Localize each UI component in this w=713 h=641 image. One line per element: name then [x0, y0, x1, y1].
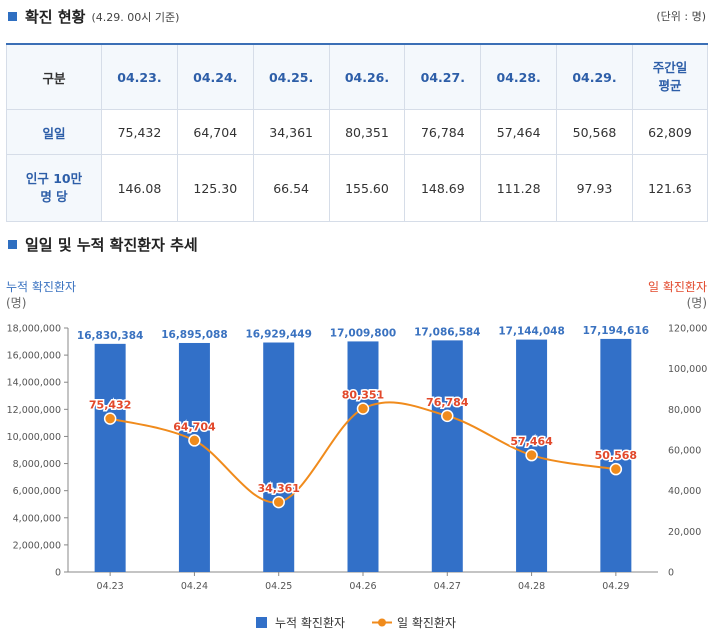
line-data-label: 75,432 [89, 399, 131, 412]
x-tick-label: 04.26 [349, 581, 376, 592]
line-point [188, 434, 201, 447]
table-cell: 121.63 [631, 154, 709, 222]
line-data-label: 57,464 [510, 435, 553, 448]
table-cell: 66.54 [252, 154, 330, 222]
table-header-cell: 04.23. [101, 43, 178, 110]
table-cell: 57,464 [480, 109, 558, 155]
square-bullet-icon [8, 240, 17, 249]
bar-data-label: 16,830,384 [77, 330, 143, 342]
line-data-label: 76,784 [426, 396, 469, 409]
line-data-label: 64,704 [173, 420, 216, 433]
left-tick-label: 8,000,000 [13, 459, 61, 470]
trend-chart: 누적 확진환자 (명) 일 확진환자 (명) 0 2,000,000 4,000,000 6,… [6, 280, 707, 630]
right-tick-label: 60,000 [668, 446, 701, 457]
row-label: 일일 [5, 109, 103, 155]
table-header-cell: 04.24. [176, 43, 254, 110]
left-tick-label: 16,000,000 [7, 351, 61, 362]
status-table: 구분 04.23. 04.24. 04.25. 04.26. 04.27. 04… [5, 43, 709, 222]
x-tick-label: 04.29 [602, 581, 629, 592]
bar-data-label: 16,895,088 [161, 329, 227, 341]
right-tick-label: 120,000 [668, 324, 707, 335]
section-trend-header: 일일 및 누적 확진환자 추세 [8, 234, 198, 255]
left-axis-unit: (명) [6, 296, 26, 310]
bar-data-label: 17,144,048 [498, 326, 564, 338]
table-header-cell: 04.29. [556, 43, 633, 110]
bar [347, 341, 379, 572]
x-tick-label: 04.25 [265, 581, 292, 592]
left-tick-label: 0 [55, 568, 61, 579]
unit-label: (단위 : 명) [656, 10, 706, 23]
table-cell: 111.28 [480, 154, 558, 222]
right-axis-title: 일 확진환자 [648, 280, 707, 294]
x-tick-label: 04.23 [97, 581, 124, 592]
line-point [441, 409, 454, 423]
table-row: 일일 75,432 64,704 34,361 80,351 76,784 57… [5, 109, 709, 155]
section-status-subtitle: (4.29. 00시 기준) [91, 10, 180, 24]
line-point [356, 402, 370, 415]
table-cell: 155.60 [328, 154, 406, 222]
table-header-row: 구분 04.23. 04.24. 04.25. 04.26. 04.27. 04… [5, 43, 709, 110]
line-data-label: 80,351 [342, 389, 384, 402]
table-cell: 125.30 [176, 154, 254, 222]
table-cell: 146.08 [101, 154, 178, 222]
table-cell: 50,568 [556, 109, 633, 155]
bar [431, 340, 463, 572]
right-tick-label: 80,000 [668, 405, 701, 416]
line-point [525, 448, 538, 462]
table-cell: 76,784 [404, 109, 482, 155]
x-tick-label: 04.27 [434, 581, 461, 592]
table-header-cell: 04.25. [252, 43, 330, 110]
left-tick-label: 14,000,000 [7, 378, 61, 389]
table-header-cell: 04.28. [480, 43, 558, 110]
bar-data-label: 16,929,449 [245, 329, 311, 341]
bar [94, 343, 126, 572]
line-point [103, 412, 117, 425]
line-data-label: 50,568 [595, 449, 637, 462]
section-status-title: 확진 현황 [25, 8, 86, 26]
table-cell: 148.69 [404, 154, 482, 222]
left-tick-label: 6,000,000 [13, 486, 61, 497]
left-tick-label: 4,000,000 [13, 513, 61, 524]
bar [263, 342, 295, 572]
table-cell: 97.93 [556, 154, 633, 222]
row-label: 인구 10만 명 당 [5, 154, 103, 222]
table-header-cell: 주간일 평균 [631, 43, 709, 110]
bar [178, 342, 210, 572]
bar-data-label: 17,009,800 [330, 327, 396, 339]
section-status-header: 확진 현황 (4.29. 00시 기준) [8, 6, 179, 27]
right-tick-label: 100,000 [668, 364, 707, 375]
right-tick-label: 0 [668, 568, 674, 579]
table-header-cell: 구분 [5, 43, 103, 110]
table-cell: 62,809 [631, 109, 709, 155]
x-tick-label: 04.28 [518, 581, 545, 592]
table-cell: 64,704 [176, 109, 254, 155]
line-point [272, 495, 285, 509]
table-header-cell: 04.27. [404, 43, 482, 110]
table-header-cell: 04.26. [328, 43, 406, 110]
table-cell: 75,432 [101, 109, 178, 155]
x-tick-label: 04.24 [181, 581, 208, 592]
table-row: 인구 10만 명 당 146.08 125.30 66.54 155.60 14… [5, 154, 709, 222]
table-cell: 34,361 [252, 109, 330, 155]
table-cell: 80,351 [328, 109, 406, 155]
legend-line-marker [378, 618, 386, 627]
bar-data-label: 17,194,616 [583, 325, 649, 337]
square-bullet-icon [8, 12, 17, 21]
left-tick-label: 2,000,000 [13, 540, 61, 551]
left-tick-label: 18,000,000 [7, 324, 61, 335]
legend-bar-swatch [256, 617, 267, 628]
legend-line-label: 일 확진환자 [397, 616, 456, 630]
bar [600, 338, 632, 572]
left-tick-label: 12,000,000 [7, 405, 61, 416]
right-axis-unit: (명) [687, 296, 707, 310]
bar-data-label: 17,086,584 [414, 326, 480, 338]
line-data-label: 34,361 [257, 482, 299, 495]
line-point [609, 462, 623, 476]
legend-bar-label: 누적 확진환자 [275, 616, 345, 630]
left-tick-label: 10,000,000 [7, 432, 61, 443]
right-tick-label: 20,000 [668, 527, 701, 538]
section-trend-title: 일일 및 누적 확진환자 추세 [25, 236, 198, 254]
right-tick-label: 40,000 [668, 486, 701, 497]
left-axis-title: 누적 확진환자 [6, 280, 76, 294]
